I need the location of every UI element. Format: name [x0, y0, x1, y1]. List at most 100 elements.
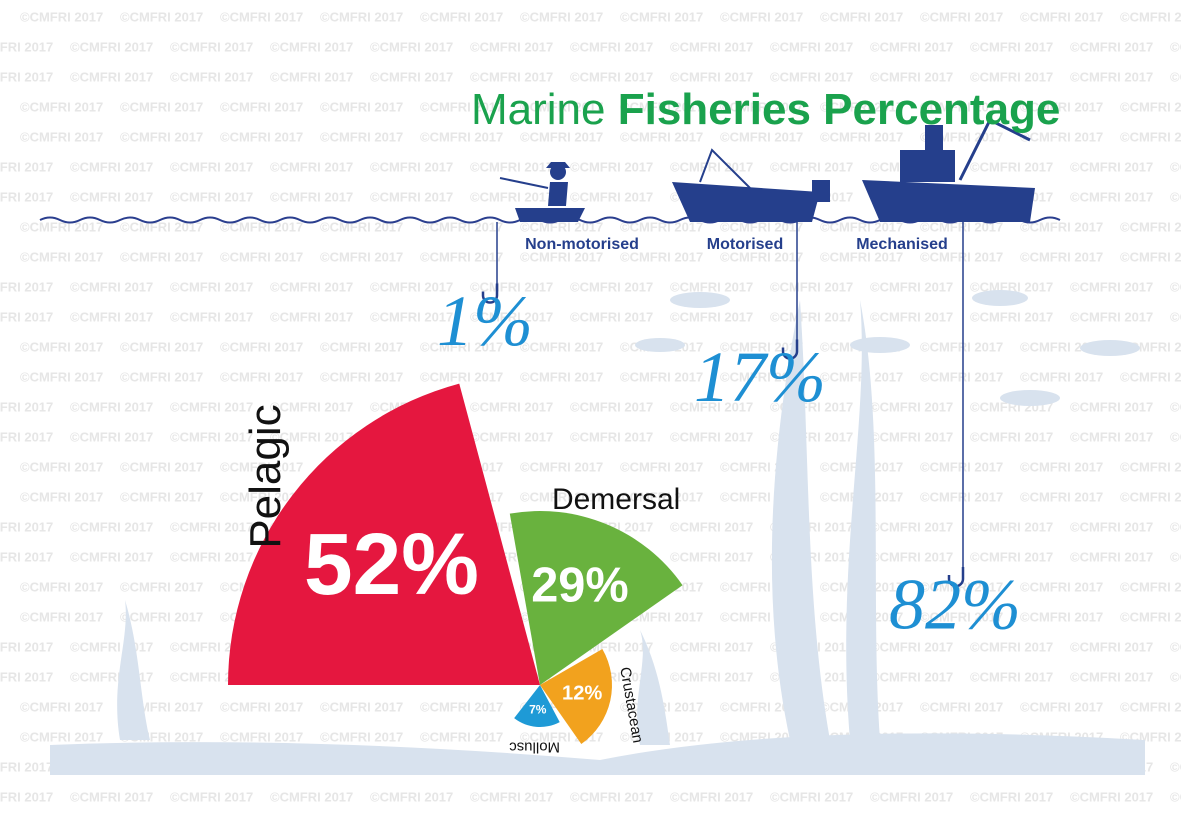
value-label: 29%: [531, 558, 629, 612]
watermark: ©CMFRI 2017: [620, 369, 703, 384]
watermark: ©CMFRI 2017: [1170, 639, 1181, 654]
watermark: ©CMFRI 2017: [870, 549, 953, 564]
watermark: ©CMFRI 2017: [620, 459, 703, 474]
watermark: ©CMFRI 2017: [1020, 489, 1103, 504]
watermark: ©CMFRI 2017: [170, 189, 253, 204]
watermark: ©CMFRI 2017: [120, 609, 203, 624]
watermark: ©CMFRI 2017: [1020, 369, 1103, 384]
watermark: ©CMFRI 2017: [1020, 249, 1103, 264]
watermark: ©CMFRI 2017: [20, 729, 103, 744]
watermark: ©CMFRI 2017: [1120, 9, 1181, 24]
watermark: ©CMFRI 2017: [570, 159, 653, 174]
watermark: ©CMFRI 2017: [1170, 429, 1181, 444]
watermark: ©CMFRI 2017: [0, 669, 53, 684]
watermark: ©CMFRI 2017: [1070, 159, 1153, 174]
watermark: ©CMFRI 2017: [870, 399, 953, 414]
watermark: ©CMFRI 2017: [20, 579, 103, 594]
watermark: ©CMFRI 2017: [220, 699, 303, 714]
watermark: ©CMFRI 2017: [170, 69, 253, 84]
watermark: ©CMFRI 2017: [170, 159, 253, 174]
watermark: ©CMFRI 2017: [70, 519, 153, 534]
value-label: 17%: [694, 337, 826, 417]
watermark: ©CMFRI 2017: [670, 549, 753, 564]
watermark: ©CMFRI 2017: [1170, 789, 1181, 804]
watermark: ©CMFRI 2017: [1070, 399, 1153, 414]
watermark: ©CMFRI 2017: [1070, 39, 1153, 54]
watermark: ©CMFRI 2017: [20, 99, 103, 114]
watermark: ©CMFRI 2017: [0, 159, 53, 174]
value-label: 52%: [304, 515, 479, 613]
watermark: ©CMFRI 2017: [1170, 399, 1181, 414]
watermark: ©CMFRI 2017: [0, 429, 53, 444]
watermark: ©CMFRI 2017: [1070, 279, 1153, 294]
watermark: ©CMFRI 2017: [1170, 159, 1181, 174]
value-label: 7%: [529, 702, 547, 716]
watermark: ©CMFRI 2017: [1120, 459, 1181, 474]
watermark: ©CMFRI 2017: [1120, 609, 1181, 624]
watermark: ©CMFRI 2017: [1020, 459, 1103, 474]
watermark: ©CMFRI 2017: [670, 519, 753, 534]
watermark: ©CMFRI 2017: [0, 399, 53, 414]
watermark: ©CMFRI 2017: [470, 69, 553, 84]
watermark: ©CMFRI 2017: [1070, 549, 1153, 564]
watermark: ©CMFRI 2017: [120, 459, 203, 474]
watermark: ©CMFRI 2017: [770, 39, 853, 54]
watermark: ©CMFRI 2017: [970, 39, 1053, 54]
watermark: ©CMFRI 2017: [670, 279, 753, 294]
watermark: ©CMFRI 2017: [1170, 669, 1181, 684]
watermark: ©CMFRI 2017: [520, 459, 603, 474]
watermark: ©CMFRI 2017: [970, 549, 1053, 564]
page: ©CMFRI 2017 ©CMFRI 2017 ©CMFRI 2017 ©CMFRI …: [0, 0, 1181, 819]
watermark: ©CMFRI 2017: [820, 9, 903, 24]
watermark: ©CMFRI 2017: [120, 249, 203, 264]
watermark: ©CMFRI 2017: [1070, 519, 1153, 534]
watermark: ©CMFRI 2017: [920, 339, 1003, 354]
watermark: ©CMFRI 2017: [1120, 579, 1181, 594]
watermark: ©CMFRI 2017: [70, 429, 153, 444]
infographic: ©CMFRI 2017 ©CMFRI 2017 ©CMFRI 2017 ©CMFRI …: [0, 0, 1181, 819]
boat-label: Non-motorised: [525, 236, 639, 253]
watermark: ©CMFRI 2017: [470, 189, 553, 204]
watermark: ©CMFRI 2017: [970, 69, 1053, 84]
watermark: ©CMFRI 2017: [320, 729, 403, 744]
watermark: ©CMFRI 2017: [320, 249, 403, 264]
watermark: ©CMFRI 2017: [120, 9, 203, 24]
watermark: ©CMFRI 2017: [520, 369, 603, 384]
watermark: ©CMFRI 2017: [70, 69, 153, 84]
watermark: ©CMFRI 2017: [1120, 369, 1181, 384]
watermark: ©CMFRI 2017: [720, 9, 803, 24]
watermark: ©CMFRI 2017: [20, 129, 103, 144]
watermark: ©CMFRI 2017: [20, 9, 103, 24]
watermark: ©CMFRI 2017: [570, 39, 653, 54]
watermark: ©CMFRI 2017: [1170, 519, 1181, 534]
watermark: ©CMFRI 2017: [770, 789, 853, 804]
watermark: ©CMFRI 2017: [670, 309, 753, 324]
watermark: ©CMFRI 2017: [670, 39, 753, 54]
watermark: ©CMFRI 2017: [670, 69, 753, 84]
watermark: ©CMFRI 2017: [1020, 699, 1103, 714]
watermark: ©CMFRI 2017: [470, 399, 553, 414]
watermark: ©CMFRI 2017: [270, 279, 353, 294]
watermark: ©CMFRI 2017: [120, 99, 203, 114]
watermark: ©CMFRI 2017: [20, 699, 103, 714]
watermark: ©CMFRI 2017: [770, 69, 853, 84]
watermark: ©CMFRI 2017: [320, 369, 403, 384]
watermark: ©CMFRI 2017: [920, 489, 1003, 504]
watermark: ©CMFRI 2017: [870, 789, 953, 804]
watermark: ©CMFRI 2017: [770, 309, 853, 324]
watermark: ©CMFRI 2017: [70, 279, 153, 294]
watermark: ©CMFRI 2017: [670, 789, 753, 804]
watermark: ©CMFRI 2017: [570, 399, 653, 414]
watermark: ©CMFRI 2017: [120, 579, 203, 594]
watermark: ©CMFRI 2017: [420, 9, 503, 24]
watermark: ©CMFRI 2017: [320, 9, 403, 24]
watermark: ©CMFRI 2017: [1170, 549, 1181, 564]
watermark: ©CMFRI 2017: [220, 249, 303, 264]
watermark: ©CMFRI 2017: [470, 159, 553, 174]
watermark: ©CMFRI 2017: [70, 159, 153, 174]
watermark: ©CMFRI 2017: [270, 309, 353, 324]
watermark: ©CMFRI 2017: [520, 9, 603, 24]
watermark: ©CMFRI 2017: [270, 39, 353, 54]
watermark: ©CMFRI 2017: [1170, 309, 1181, 324]
watermark: ©CMFRI 2017: [0, 69, 53, 84]
